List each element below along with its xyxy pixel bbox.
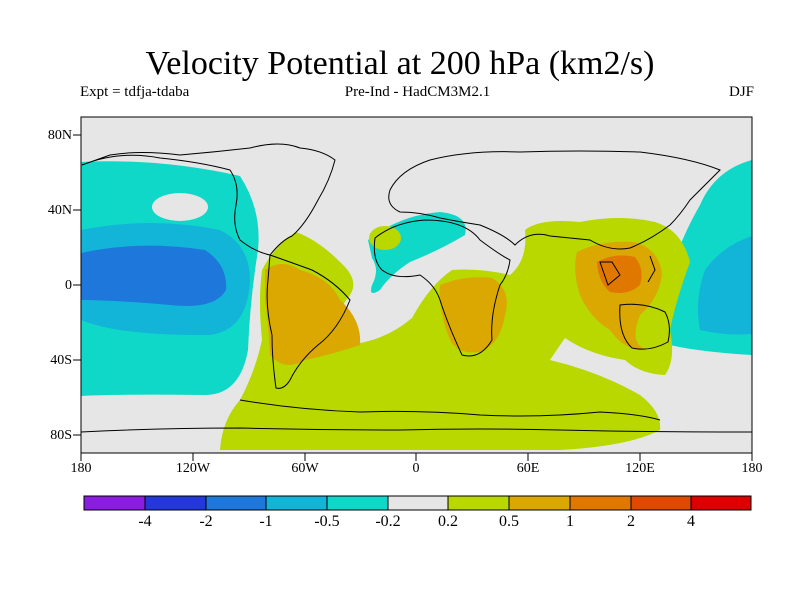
colorbar-box-8: [508, 495, 571, 511]
model-label: Pre-Ind - HadCM3M2.1: [344, 84, 491, 100]
colorbar-label-2: -2: [199, 513, 213, 530]
map-title: Velocity Potential at 200 hPa (km2/s): [145, 45, 655, 82]
colorbar-label-10: 4: [687, 513, 695, 530]
colorbar-label-7: 0.5: [499, 513, 519, 530]
lon-label-180w: 180: [70, 461, 92, 476]
colorbar-label-4: -0.5: [314, 513, 340, 530]
season-label: DJF: [728, 84, 754, 100]
lon-label-120w: 120W: [175, 461, 211, 476]
contour-africa-north-0.2: [369, 226, 401, 250]
colorbar-box-2: [144, 495, 207, 511]
contours-negative: [81, 160, 752, 396]
colorbar-box-11: [690, 495, 752, 511]
axis-ticks: [73, 134, 753, 461]
lat-label-0: 0: [65, 278, 72, 293]
colorbar-box-5: [326, 495, 389, 511]
eurasia-coast: [388, 150, 721, 250]
colorbar-label-5: -0.2: [375, 513, 401, 530]
lon-label-180e: 180: [741, 461, 763, 476]
colorbar: [83, 495, 752, 511]
map-panel: [81, 117, 752, 453]
philippines-coast: [647, 255, 656, 283]
colorbar-box-6: [387, 495, 449, 511]
antarctica-coast: [239, 399, 661, 421]
colorbar-box-9: [569, 495, 632, 511]
colorbar-label-3: -1: [259, 513, 273, 530]
contour-pacific-east-1: [81, 245, 227, 306]
contour-pacific-west-0.5: [697, 236, 752, 335]
contour-south-america-0.5: [265, 264, 361, 365]
contour-africa-0.5: [439, 277, 507, 353]
contour-pacific-hole: [152, 193, 208, 221]
coastlines: [81, 143, 752, 433]
antarctica-inner-coast: [81, 427, 752, 433]
colorbar-label-1: -4: [138, 513, 152, 530]
colorbar-label-6: 0.2: [438, 513, 458, 530]
south-america-coast: [266, 254, 351, 389]
colorbar-label-8: 1: [566, 513, 574, 530]
lat-label-80s: 80S: [50, 428, 72, 443]
borneo-coast: [599, 261, 621, 286]
colorbar-box-3: [205, 495, 267, 511]
experiment-label: Expt = tdfja-tdaba: [80, 84, 190, 100]
colorbar-box-1: [83, 495, 146, 511]
north-america-coast: [81, 143, 336, 256]
colorbar-box-4: [265, 495, 328, 511]
lon-label-60e: 60E: [516, 461, 540, 476]
lon-label-0: 0: [412, 461, 420, 476]
colorbar-label-9: 2: [627, 513, 635, 530]
contours-positive: [220, 218, 690, 450]
lat-label-40s: 40S: [50, 353, 72, 368]
colorbar-box-10: [630, 495, 692, 511]
lat-label-80n: 80N: [47, 128, 72, 143]
colorbar-box-7: [447, 495, 510, 511]
africa-coast: [373, 219, 511, 357]
australia-coast: [619, 303, 670, 350]
lon-label-120e: 120E: [625, 461, 655, 476]
lat-label-40n: 40N: [47, 203, 72, 218]
lon-label-60w: 60W: [291, 461, 319, 476]
